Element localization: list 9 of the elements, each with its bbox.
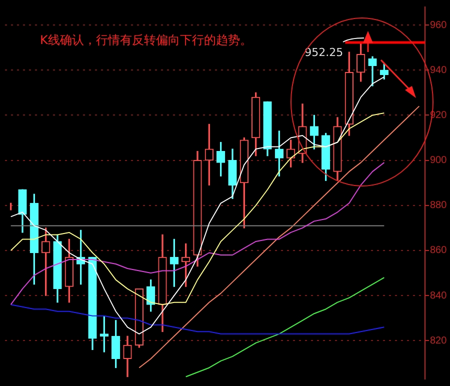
y-tick-label: 840: [430, 290, 448, 302]
annotation: K线确认，行情有反转偏向下行的趋势。: [40, 33, 252, 48]
y-tick-label: 900: [430, 155, 448, 166]
y-tick-label: 960: [430, 20, 448, 31]
y-tick-label: 940: [430, 64, 448, 76]
y-tick-label: 880: [430, 200, 448, 212]
y-tick-label: 820: [430, 335, 448, 346]
y-tick-label: 860: [430, 245, 448, 256]
ref-line-label: 952.25: [304, 46, 344, 59]
